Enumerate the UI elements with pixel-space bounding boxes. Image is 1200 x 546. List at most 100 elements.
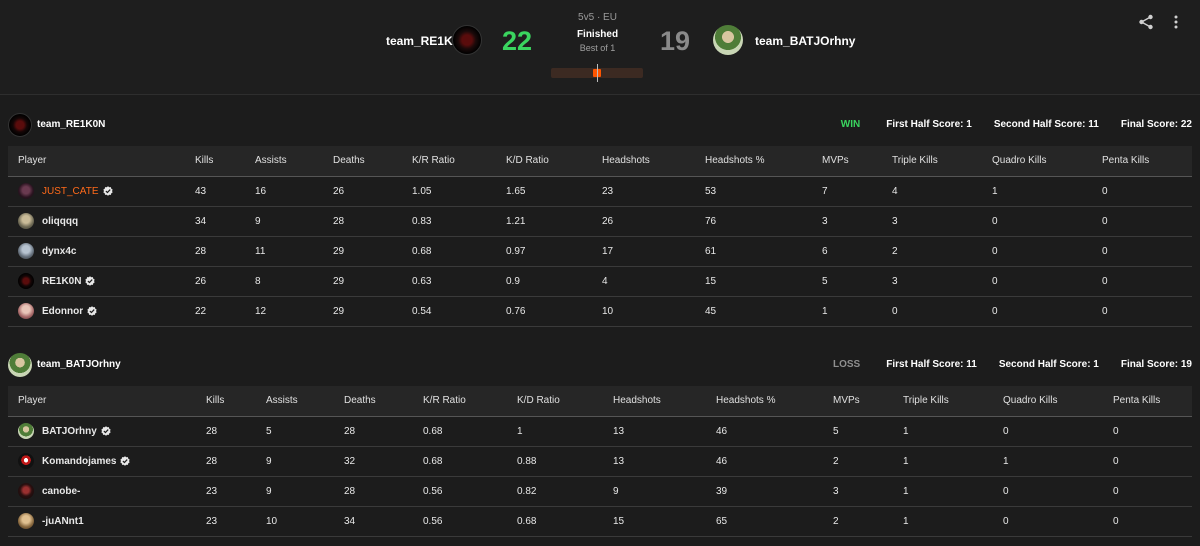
avatar[interactable] [18, 213, 34, 229]
stat-cell: 7 [812, 176, 882, 207]
table-row[interactable]: JUST_CATE 43 16 26 1.05 1.65 23 53 7 4 1 0 [8, 176, 1192, 207]
avatar[interactable] [18, 513, 34, 529]
player-name-link[interactable]: Komandojames [42, 455, 117, 467]
column-header-11[interactable]: Penta Kills [1092, 146, 1192, 177]
column-header-9[interactable]: Triple Kills [882, 146, 982, 177]
team1-section-name[interactable]: team_RE1K0N [37, 119, 106, 130]
team2-score: 19 [660, 26, 691, 56]
player-cell[interactable]: Edonnor [8, 296, 185, 327]
player-name-link[interactable]: -juANnt1 [42, 515, 84, 527]
table-row[interactable]: dynx4c 28 11 29 0.68 0.97 17 61 6 2 0 0 [8, 236, 1192, 267]
stat-cell: 28 [334, 476, 413, 507]
team2-score-summary: LOSS First Half Score: 11 Second Half Sc… [811, 359, 1192, 370]
team2-summary-bar: team_BATJOrhny LOSS First Half Score: 11… [8, 350, 1192, 386]
column-header-9[interactable]: Triple Kills [893, 386, 993, 417]
table-row[interactable]: canobe- 23 9 28 0.56 0.82 9 39 3 1 0 0 [8, 476, 1192, 507]
table-row[interactable]: -juANnt1 23 10 34 0.56 0.68 15 65 2 1 0 0 [8, 506, 1192, 537]
avatar[interactable] [18, 273, 34, 289]
player-name-link[interactable]: BATJOrhny [42, 425, 97, 437]
team1-name[interactable]: team_RE1K0N [385, 34, 468, 48]
team1-logo[interactable] [452, 25, 482, 55]
table-row[interactable]: oliqqqq 34 9 28 0.83 1.21 26 76 3 3 0 0 [8, 206, 1192, 237]
stat-cell: 1 [893, 476, 993, 507]
more-vertical-icon[interactable] [1170, 14, 1182, 30]
player-cell[interactable]: RE1K0N [8, 266, 185, 297]
table-row[interactable]: Edonnor 22 12 29 0.54 0.76 10 45 1 0 0 0 [8, 296, 1192, 327]
column-header-6[interactable]: Headshots [603, 386, 706, 417]
stat-cell: 34 [334, 506, 413, 537]
team1-small-logo[interactable] [8, 113, 32, 137]
column-header-5[interactable]: K/D Ratio [507, 386, 603, 417]
team2-stats-table: Player Kills Assists Deaths K/R Ratio K/D Rat… [8, 386, 1192, 537]
table-row[interactable]: Komandojames 28 9 32 0.68 0.88 13 46 2 1 1 0 [8, 446, 1192, 477]
stat-cell: 5 [823, 416, 893, 447]
column-header-0[interactable]: Player [8, 146, 185, 177]
player-name-link[interactable]: Edonnor [42, 305, 84, 317]
player-cell[interactable]: -juANnt1 [8, 506, 196, 537]
player-name-link[interactable]: canobe- [42, 485, 81, 497]
table-row[interactable]: RE1K0N 26 8 29 0.63 0.9 4 15 5 3 0 0 [8, 266, 1192, 297]
avatar[interactable] [18, 483, 34, 499]
player-cell[interactable]: dynx4c [8, 236, 185, 267]
player-name-link[interactable]: JUST_CATE [42, 185, 99, 197]
team1-final-score: Final Score: 22 [1120, 119, 1192, 130]
team1-stats-table: Player Kills Assists Deaths K/R Ratio K/D Rat… [8, 146, 1192, 327]
player-name-link[interactable]: RE1K0N [42, 275, 82, 287]
team2-small-logo[interactable] [8, 353, 32, 377]
player-cell[interactable]: BATJOrhny [8, 416, 196, 447]
avatar[interactable] [18, 183, 34, 199]
player-cell[interactable]: Komandojames [8, 446, 196, 477]
column-header-11[interactable]: Penta Kills [1103, 386, 1192, 417]
column-header-5[interactable]: K/D Ratio [496, 146, 592, 177]
team2-logo[interactable] [713, 25, 743, 55]
stat-cell: 9 [603, 476, 706, 507]
column-header-8[interactable]: MVPs [812, 146, 882, 177]
column-header-1[interactable]: Kills [185, 146, 245, 177]
stat-cell: 1.65 [496, 176, 592, 207]
column-header-2[interactable]: Assists [245, 146, 323, 177]
stat-cell: 0 [1103, 446, 1192, 477]
stat-cell: 3 [882, 206, 982, 237]
column-header-7[interactable]: Headshots % [695, 146, 812, 177]
stat-cell: 1 [812, 296, 882, 327]
stat-cell: 0.83 [402, 206, 496, 237]
stat-cell: 32 [334, 446, 413, 477]
column-header-0[interactable]: Player [8, 386, 196, 417]
player-name-link[interactable]: oliqqqq [42, 215, 79, 227]
column-header-8[interactable]: MVPs [823, 386, 893, 417]
avatar[interactable] [18, 453, 34, 469]
stat-cell: 9 [256, 476, 334, 507]
column-header-3[interactable]: Deaths [323, 146, 402, 177]
player-cell[interactable]: canobe- [8, 476, 196, 507]
stat-cell: 29 [323, 296, 402, 327]
stat-cell: 3 [812, 206, 882, 237]
avatar[interactable] [18, 303, 34, 319]
column-header-1[interactable]: Kills [196, 386, 256, 417]
avatar[interactable] [18, 423, 34, 439]
stat-cell: 0.68 [402, 236, 496, 267]
column-header-7[interactable]: Headshots % [706, 386, 823, 417]
column-header-6[interactable]: Headshots [592, 146, 695, 177]
player-cell[interactable]: oliqqqq [8, 206, 185, 237]
stat-cell: 46 [706, 416, 823, 447]
team2-section-name[interactable]: team_BATJOrhny [37, 359, 121, 370]
stat-cell: 1 [893, 446, 993, 477]
team2-table-body: BATJOrhny 28 5 28 0.68 1 13 46 5 1 0 0 Komandojames 2… [8, 416, 1192, 537]
column-header-10[interactable]: Quadro Kills [982, 146, 1092, 177]
table-row[interactable]: BATJOrhny 28 5 28 0.68 1 13 46 5 1 0 0 [8, 416, 1192, 447]
column-header-10[interactable]: Quadro Kills [993, 386, 1103, 417]
player-name-link[interactable]: dynx4c [42, 245, 77, 257]
share-icon[interactable] [1138, 14, 1154, 30]
player-cell[interactable]: JUST_CATE [8, 176, 185, 207]
team2-name[interactable]: team_BATJOrhny [755, 34, 856, 48]
avatar[interactable] [18, 243, 34, 259]
stat-cell: 0 [882, 296, 982, 327]
stat-cell: 5 [256, 416, 334, 447]
column-header-3[interactable]: Deaths [334, 386, 413, 417]
stat-cell: 29 [323, 236, 402, 267]
match-status: Finished [576, 29, 619, 40]
column-header-4[interactable]: K/R Ratio [402, 146, 496, 177]
column-header-4[interactable]: K/R Ratio [413, 386, 507, 417]
column-header-2[interactable]: Assists [256, 386, 334, 417]
stat-cell: 2 [823, 446, 893, 477]
